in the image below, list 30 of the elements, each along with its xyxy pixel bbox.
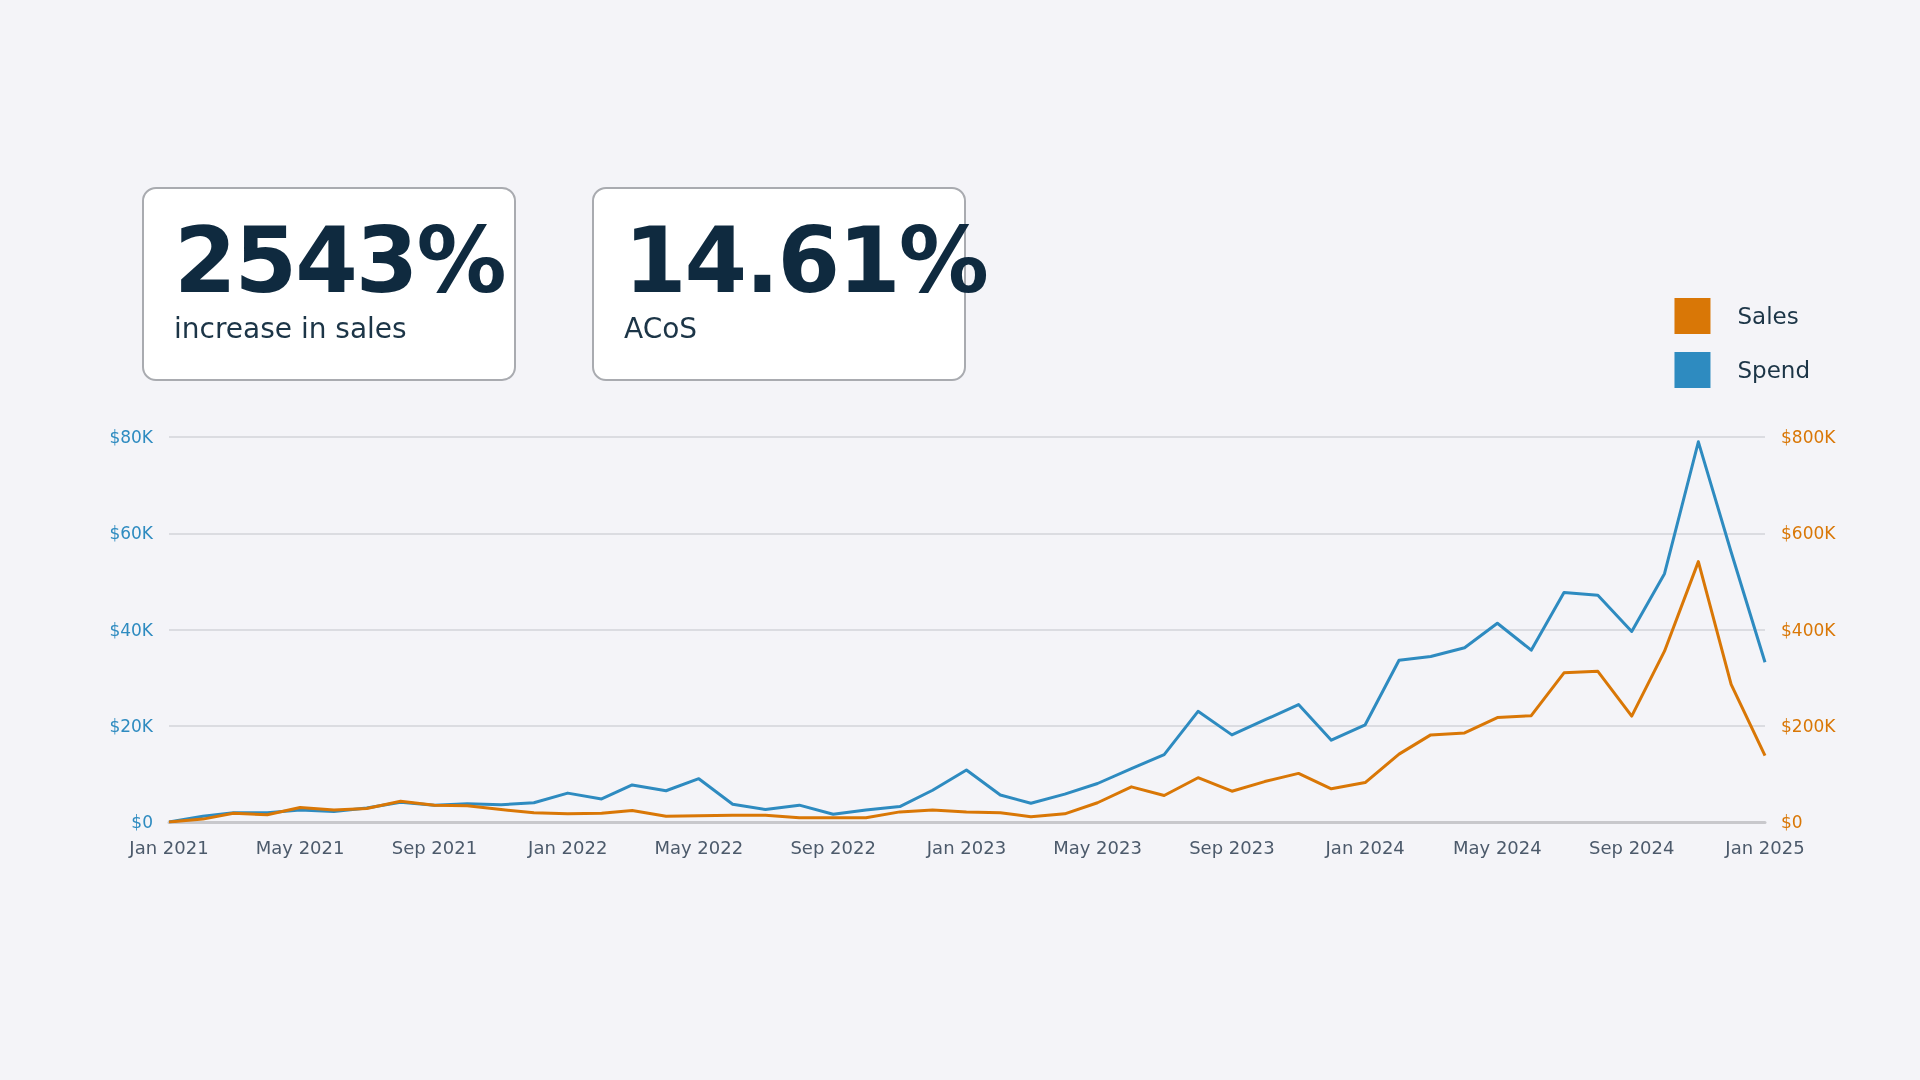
x-tick-label: Jan 2022 [527, 836, 608, 858]
y2-tick-label: $0 [1781, 812, 1803, 832]
x-tick-label: Sep 2021 [391, 836, 478, 858]
x-tick-label: Sep 2023 [1189, 836, 1275, 858]
y2-tick-label: $800K [1781, 427, 1837, 447]
text: 2543% [174, 208, 506, 313]
text: ACoS [624, 311, 699, 347]
y-tick-label: $40K [109, 619, 154, 640]
x-tick-label: May 2022 [654, 836, 744, 858]
x-tick-label: Jan 2023 [925, 836, 1007, 858]
y2-tick-label: $200K [1781, 715, 1837, 736]
x-tick-label: May 2023 [1053, 836, 1142, 858]
y2-tick-label: $400K [1781, 619, 1837, 640]
y-tick-label: $60K [109, 523, 154, 544]
text: 14.61% [624, 208, 987, 313]
x-tick-label: Sep 2022 [790, 836, 876, 858]
legend-label: Sales [1737, 303, 1799, 329]
y-tick-label: $0 [131, 812, 153, 832]
x-tick-label: May 2021 [255, 836, 345, 858]
x-tick-label: Sep 2024 [1588, 836, 1675, 858]
text: increase in sales [174, 311, 408, 347]
x-tick-label: Jan 2025 [1724, 836, 1805, 858]
legend-label: Spend [1737, 357, 1810, 383]
x-tick-label: Jan 2024 [1324, 836, 1405, 858]
y-tick-label: $80K [109, 427, 154, 447]
y-tick-label: $20K [109, 715, 154, 736]
x-tick-label: Jan 2021 [128, 836, 209, 858]
y2-tick-label: $600K [1781, 523, 1837, 544]
line-series [167, 560, 1767, 824]
x-tick-label: May 2024 [1452, 836, 1542, 858]
